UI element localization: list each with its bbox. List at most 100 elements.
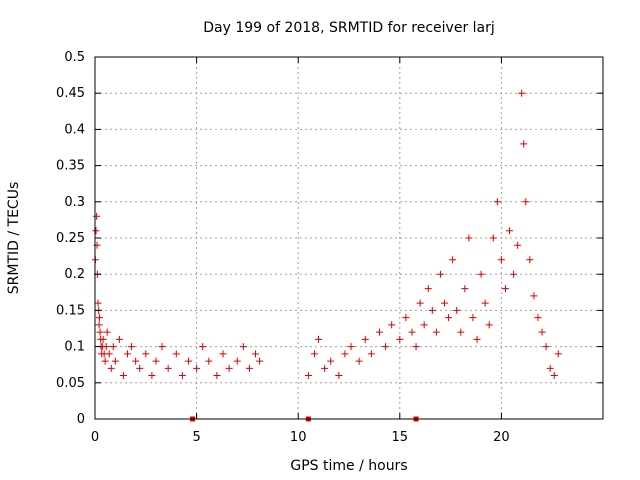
data-point: [396, 335, 404, 343]
y-tick-label: 0.25: [56, 231, 85, 246]
data-point: [92, 227, 100, 235]
y-tick-label: 0.35: [56, 159, 85, 174]
x-tick-label: 20: [493, 430, 510, 445]
data-point: [315, 335, 323, 343]
data-point: [184, 357, 192, 365]
data-point: [119, 372, 127, 380]
data-point: [477, 270, 485, 278]
y-tick-label: 0: [77, 412, 85, 427]
data-point: [335, 372, 343, 380]
data-point: [233, 357, 241, 365]
data-point: [103, 328, 111, 336]
data-point: [128, 343, 136, 351]
data-point: [465, 234, 473, 242]
x-axis-ticks: 0 5 10 15 20: [91, 57, 510, 445]
data-point: [522, 198, 530, 206]
data-point: [115, 335, 123, 343]
data-point: [416, 299, 424, 307]
data-point: [520, 140, 528, 148]
data-point: [538, 328, 546, 336]
y-tick-label: 0.45: [56, 86, 85, 101]
data-point: [95, 314, 103, 322]
data-point: [93, 212, 101, 220]
data-point: [219, 350, 227, 358]
data-point: [382, 343, 390, 351]
data-point: [388, 321, 396, 329]
x-tick-label: 15: [392, 430, 409, 445]
data-point: [554, 350, 562, 358]
x-tick-label: 0: [91, 430, 99, 445]
x-axis-label: GPS time / hours: [290, 458, 407, 474]
data-point: [420, 321, 428, 329]
data-point: [99, 335, 107, 343]
data-point: [245, 364, 253, 372]
data-point: [172, 350, 180, 358]
data-point: [485, 321, 493, 329]
y-tick-label: 0.3: [64, 195, 85, 210]
y-axis-ticks: 0 0.05 0.1 0.15 0.2 0.25 0.3 0.35 0.4 0.45 0.5: [56, 50, 603, 427]
data-point: [136, 364, 144, 372]
y-axis-label: SRMTID / TECUs: [6, 182, 22, 295]
data-point: [107, 364, 115, 372]
data-point: [95, 321, 103, 329]
data-point: [111, 357, 119, 365]
data-point: [225, 364, 233, 372]
data-point: [473, 335, 481, 343]
data-point: [518, 89, 526, 97]
data-point: [550, 372, 558, 380]
y-tick-label: 0.5: [64, 50, 85, 65]
data-point: [489, 234, 497, 242]
data-point: [148, 372, 156, 380]
data-point: [361, 335, 369, 343]
data-point: [193, 364, 201, 372]
data-point: [158, 343, 166, 351]
data-point: [341, 350, 349, 358]
data-point: [506, 227, 514, 235]
data-point: [441, 299, 449, 307]
y-tick-label: 0.4: [64, 122, 85, 137]
data-point: [124, 350, 132, 358]
data-point: [424, 285, 432, 293]
data-point: [469, 314, 477, 322]
data-point: [239, 343, 247, 351]
data-point: [327, 357, 335, 365]
data-point: [428, 306, 436, 314]
data-point: [402, 314, 410, 322]
data-point: [436, 270, 444, 278]
y-tick-label: 0.2: [64, 267, 85, 282]
data-point: [510, 270, 518, 278]
data-points: [91, 89, 562, 380]
data-point: [526, 256, 534, 264]
data-point: [105, 350, 113, 358]
data-point: [205, 357, 213, 365]
y-tick-label: 0.1: [64, 340, 85, 355]
data-point: [408, 328, 416, 336]
data-point: [142, 350, 150, 358]
data-point: [164, 364, 172, 372]
data-point: [432, 328, 440, 336]
chart-title: Day 199 of 2018, SRMTID for receiver lar…: [203, 20, 495, 36]
data-point: [375, 328, 383, 336]
data-point: [355, 357, 363, 365]
data-point: [367, 350, 375, 358]
data-point: [497, 256, 505, 264]
data-point: [481, 299, 489, 307]
data-point: [178, 372, 186, 380]
data-point: [542, 343, 550, 351]
data-point: [152, 357, 160, 365]
data-point: [310, 350, 318, 358]
data-point: [304, 372, 312, 380]
data-point: [96, 328, 104, 336]
data-point: [94, 299, 102, 307]
y-tick-label: 0.15: [56, 303, 85, 318]
data-point: [546, 364, 554, 372]
data-point: [501, 285, 509, 293]
data-point: [493, 198, 501, 206]
data-point: [449, 256, 457, 264]
y-tick-label: 0.05: [56, 376, 85, 391]
x-tick-label: 5: [192, 430, 200, 445]
data-point: [457, 328, 465, 336]
x-tick-label: 10: [290, 430, 307, 445]
data-point: [461, 285, 469, 293]
